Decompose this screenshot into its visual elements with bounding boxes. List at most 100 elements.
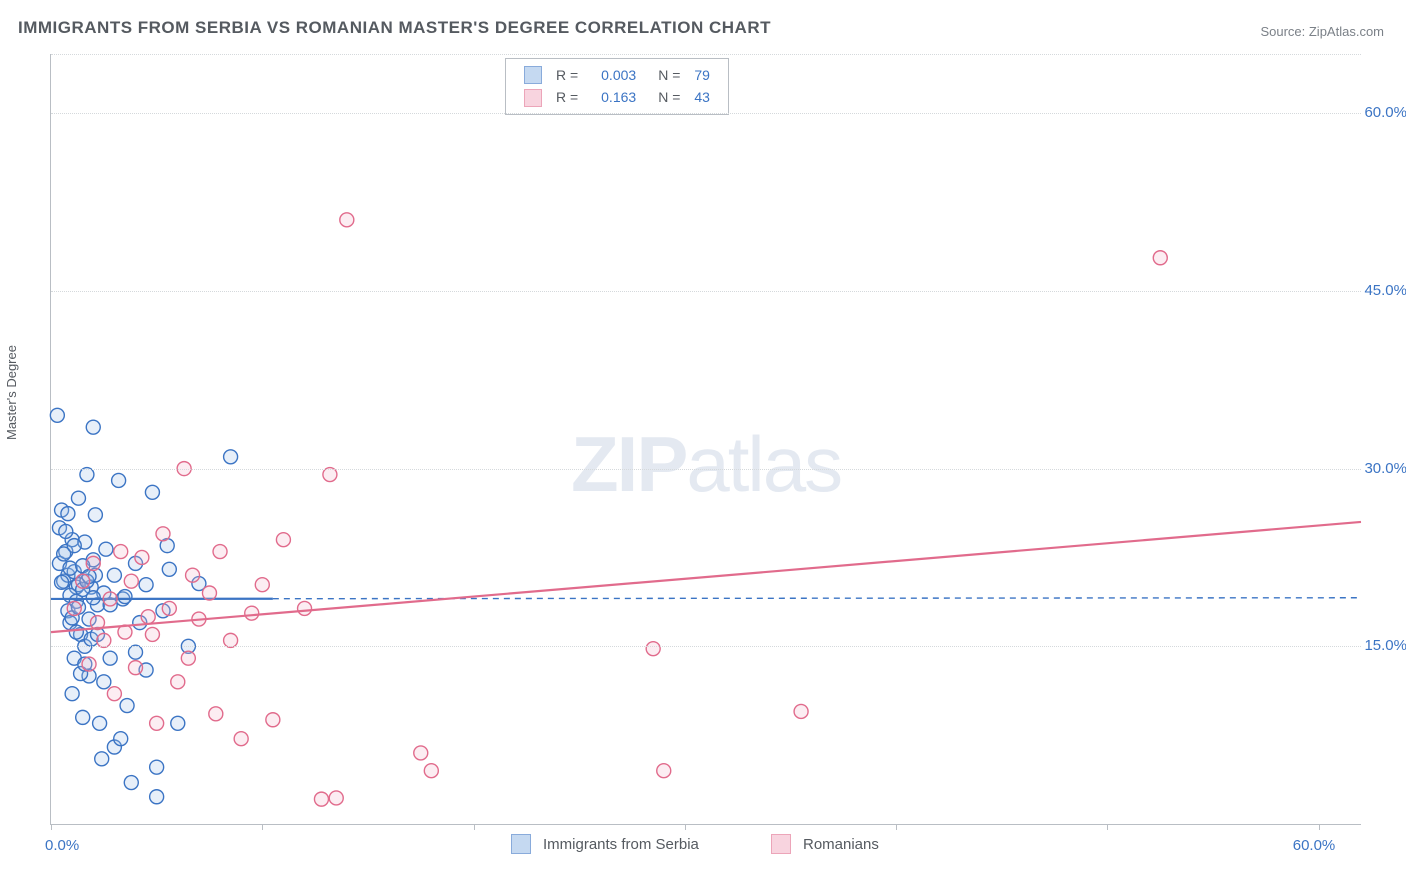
data-point-serbia [124,776,138,790]
data-point-romanians [224,633,238,647]
data-point-serbia [55,575,69,589]
gridline [51,54,1361,55]
correlation-legend: R =0.003N =79R =0.163N =43 [505,58,729,115]
data-point-romanians [255,578,269,592]
legend-label-serbia: Immigrants from Serbia [543,836,699,853]
data-point-serbia [76,710,90,724]
y-axis-label: Master's Degree [4,345,19,440]
data-point-serbia [99,542,113,556]
gridline [51,291,1361,292]
data-point-serbia [150,790,164,804]
data-point-romanians [114,545,128,559]
gridline [51,646,1361,647]
data-point-serbia [150,760,164,774]
x-tick-label: 60.0% [1293,837,1336,854]
data-point-romanians [245,606,259,620]
data-point-romanians [156,527,170,541]
data-point-serbia [97,675,111,689]
data-point-romanians [82,657,96,671]
legend-n-value-serbia: 79 [688,65,716,85]
data-point-romanians [162,601,176,615]
data-point-romanians [97,633,111,647]
legend-table: R =0.003N =79R =0.163N =43 [516,63,718,110]
series-legend-romanians: Romanians [771,834,879,854]
y-tick-label: 15.0% [1363,637,1406,654]
data-point-serbia [61,507,75,521]
data-point-serbia [145,485,159,499]
legend-r-label: R = [550,87,584,107]
data-point-serbia [93,716,107,730]
series-legend-serbia: Immigrants from Serbia [511,834,699,854]
x-tick-mark [1319,824,1320,830]
data-point-romanians [314,792,328,806]
data-point-romanians [414,746,428,760]
data-point-serbia [171,716,185,730]
data-point-romanians [141,610,155,624]
x-tick-label: 0.0% [45,837,79,854]
scatter-plot-svg [51,54,1361,824]
data-point-serbia [67,539,81,553]
data-point-romanians [323,468,337,482]
legend-swatch-romanians [524,89,542,107]
x-tick-mark [1107,824,1108,830]
data-point-serbia [59,524,73,538]
data-point-serbia [69,625,83,639]
x-tick-mark [51,824,52,830]
data-point-serbia [88,508,102,522]
legend-n-label: N = [644,87,686,107]
data-point-romanians [1153,251,1167,265]
data-point-serbia [224,450,238,464]
legend-r-value-romanians: 0.163 [586,87,642,107]
data-point-serbia [71,491,85,505]
data-point-romanians [794,704,808,718]
x-tick-mark [685,824,686,830]
data-point-romanians [181,651,195,665]
x-tick-mark [262,824,263,830]
y-tick-label: 60.0% [1363,104,1406,121]
legend-label-romanians: Romanians [803,836,879,853]
gridline [51,469,1361,470]
data-point-romanians [145,627,159,641]
data-point-serbia [63,561,77,575]
data-point-serbia [103,651,117,665]
chart-title: IMMIGRANTS FROM SERBIA VS ROMANIAN MASTE… [18,18,771,38]
data-point-romanians [129,661,143,675]
data-point-serbia [139,578,153,592]
data-point-romanians [107,687,121,701]
data-point-serbia [112,473,126,487]
data-point-serbia [95,752,109,766]
data-point-romanians [124,574,138,588]
data-point-romanians [202,586,216,600]
data-point-serbia [129,645,143,659]
legend-swatch-serbia [511,834,531,854]
data-point-romanians [209,707,223,721]
gridline [51,113,1361,114]
legend-n-value-romanians: 43 [688,87,716,107]
data-point-serbia [86,420,100,434]
data-point-romanians [329,791,343,805]
y-tick-label: 45.0% [1363,282,1406,299]
data-point-romanians [657,764,671,778]
x-tick-mark [474,824,475,830]
legend-swatch-serbia [524,66,542,84]
data-point-serbia [65,687,79,701]
data-point-romanians [76,574,90,588]
legend-swatch-romanians [771,834,791,854]
data-point-romanians [103,592,117,606]
x-tick-mark [896,824,897,830]
legend-r-label: R = [550,65,584,85]
chart-plot-area: ZIPatlas R =0.003N =79R =0.163N =43 Immi… [50,54,1361,825]
data-point-romanians [298,601,312,615]
data-point-serbia [107,568,121,582]
data-point-serbia [50,408,64,422]
data-point-serbia [80,468,94,482]
data-point-serbia [86,591,100,605]
legend-n-label: N = [644,65,686,85]
data-point-romanians [234,732,248,746]
data-point-romanians [424,764,438,778]
trend-line-romanians [51,522,1361,632]
data-point-romanians [276,533,290,547]
data-point-serbia [118,590,132,604]
y-tick-label: 30.0% [1363,460,1406,477]
data-point-romanians [171,675,185,689]
